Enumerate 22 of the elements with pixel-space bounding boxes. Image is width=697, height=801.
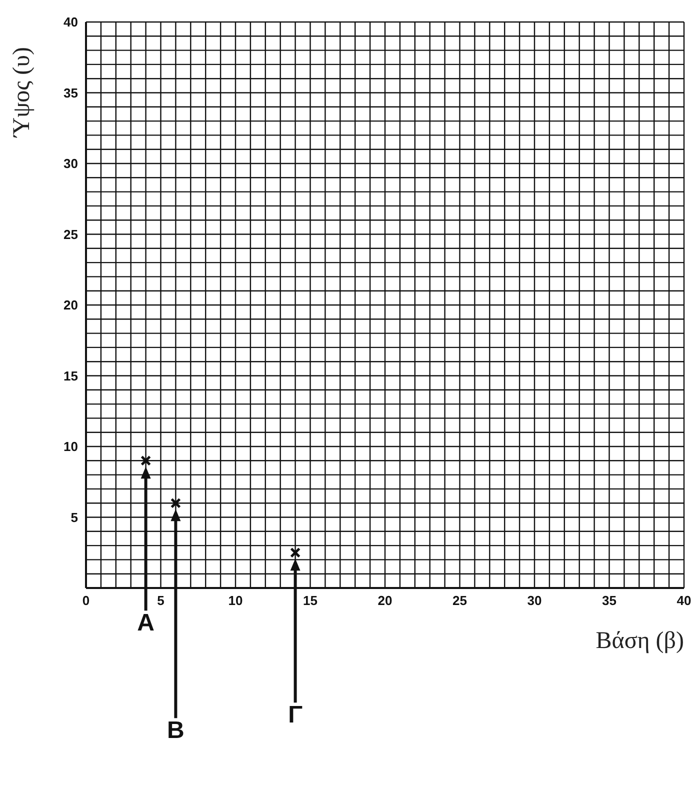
text: Γ [288, 702, 304, 729]
y-tick-label: 15 [64, 368, 78, 384]
x-tick-label: 25 [452, 593, 467, 608]
x-tick-label: 15 [303, 593, 318, 608]
y-tick-label: 5 [70, 510, 78, 525]
x-tick-label: 10 [228, 593, 243, 608]
x-tick-label: 30 [527, 593, 542, 608]
x-axis-title: Βάση (β) [596, 628, 684, 654]
y-tick-label: 35 [64, 85, 78, 100]
y-tick-label: 25 [64, 226, 78, 242]
x-tick-label: 35 [602, 593, 616, 608]
x-tick-label: 0 [82, 593, 90, 608]
y-tick-label: 10 [64, 439, 78, 454]
text: B [167, 717, 184, 744]
x-tick-label: 40 [676, 593, 692, 608]
text: A [137, 610, 154, 637]
x-tick-label: 20 [378, 593, 392, 608]
y-axis-title: Ύψος (υ) [9, 47, 35, 138]
x-tick-label: 5 [157, 593, 164, 608]
y-tick-label: 30 [64, 156, 78, 172]
y-tick-label: 20 [64, 298, 78, 313]
y-tick-label: 40 [64, 14, 78, 30]
